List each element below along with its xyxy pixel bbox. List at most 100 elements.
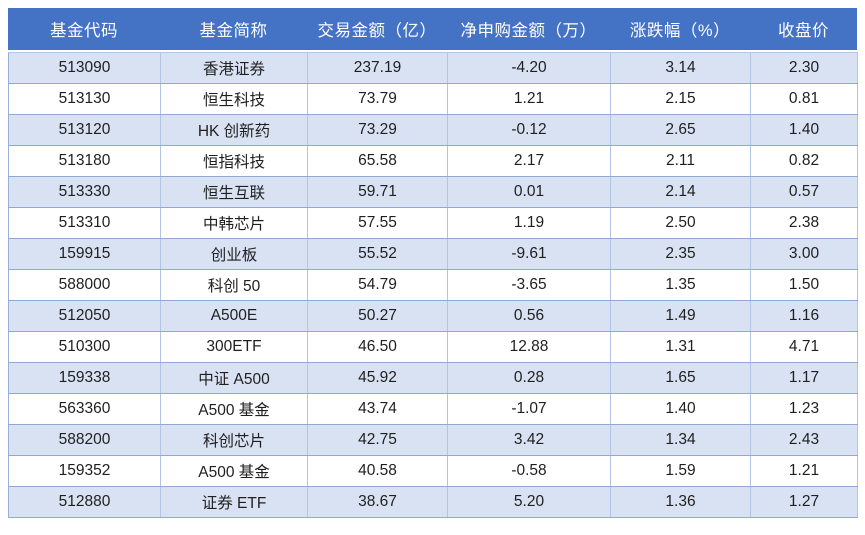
- cell-close-price: 0.57: [750, 176, 858, 208]
- column-header-close-price: 收盘价: [778, 22, 829, 40]
- cell-fund-name: 证券 ETF: [160, 486, 308, 518]
- cell-fund-code: 588200: [8, 424, 161, 456]
- column-header-change-percent: 涨跌幅（%）: [629, 22, 731, 40]
- cell-fund-code: 513310: [8, 207, 161, 239]
- table-row: 159338 中证 A500 45.92 0.28 1.65 1.17: [8, 362, 858, 394]
- cell-change-percent: 1.35: [610, 269, 751, 301]
- table-row: 159352 A500 基金 40.58 -0.58 1.59 1.21: [8, 455, 858, 487]
- cell-net-subscription: 2.17: [447, 145, 611, 177]
- cell-trade-amount: 43.74: [307, 393, 448, 425]
- cell-fund-code: 513180: [8, 145, 161, 177]
- table-row: 512880 证券 ETF 38.67 5.20 1.36 1.27: [8, 486, 858, 518]
- cell-net-subscription: 5.20: [447, 486, 611, 518]
- table-row: 588000 科创 50 54.79 -3.65 1.35 1.50: [8, 269, 858, 301]
- cell-change-percent: 1.31: [610, 331, 751, 363]
- table-row: 513180 恒指科技 65.58 2.17 2.11 0.82: [8, 145, 858, 177]
- cell-close-price: 2.30: [750, 52, 858, 84]
- cell-fund-code: 513130: [8, 83, 161, 115]
- column-header-fund-code: 基金代码: [50, 22, 118, 40]
- column-header-net-subscription: 净申购金额（万）: [460, 22, 597, 40]
- cell-net-subscription: -1.07: [447, 393, 611, 425]
- cell-fund-code: 513120: [8, 114, 161, 146]
- fund-table: 基金代码 基金简称 交易金额（亿） 净申购金额（万） 涨跌幅（%） 收盘价 51…: [8, 8, 858, 518]
- cell-net-subscription: 1.19: [447, 207, 611, 239]
- cell-fund-code: 513330: [8, 176, 161, 208]
- cell-close-price: 1.16: [750, 300, 858, 332]
- fund-table-body: 513090 香港证券 237.19 -4.20 3.14 2.30 513130 恒生科技 7…: [8, 52, 858, 518]
- cell-change-percent: 1.36: [610, 486, 751, 518]
- cell-close-price: 3.00: [750, 238, 858, 270]
- cell-close-price: 1.27: [750, 486, 858, 518]
- cell-fund-name: A500 基金: [160, 393, 308, 425]
- cell-net-subscription: -0.12: [447, 114, 611, 146]
- cell-trade-amount: 57.55: [307, 207, 448, 239]
- column-header-trade-amount: 交易金额（亿）: [317, 22, 437, 40]
- table-row: 513330 恒生互联 59.71 0.01 2.14 0.57: [8, 176, 858, 208]
- cell-fund-code: 159352: [8, 455, 161, 487]
- cell-fund-name: 中证 A500: [160, 362, 308, 394]
- cell-trade-amount: 54.79: [307, 269, 448, 301]
- cell-fund-code: 588000: [8, 269, 161, 301]
- table-row: 510300 300ETF 46.50 12.88 1.31 4.71: [8, 331, 858, 363]
- cell-trade-amount: 237.19: [307, 52, 448, 84]
- cell-change-percent: 2.11: [610, 145, 751, 177]
- cell-net-subscription: 0.01: [447, 176, 611, 208]
- cell-fund-name: A500E: [160, 300, 308, 332]
- cell-trade-amount: 55.52: [307, 238, 448, 270]
- table-row: 159915 创业板 55.52 -9.61 2.35 3.00: [8, 238, 858, 270]
- cell-close-price: 1.17: [750, 362, 858, 394]
- cell-fund-name: 香港证券: [160, 52, 308, 84]
- cell-trade-amount: 45.92: [307, 362, 448, 394]
- cell-fund-code: 159338: [8, 362, 161, 394]
- table-row: 513130 恒生科技 73.79 1.21 2.15 0.81: [8, 83, 858, 115]
- cell-net-subscription: -0.58: [447, 455, 611, 487]
- cell-net-subscription: 1.21: [447, 83, 611, 115]
- cell-close-price: 0.81: [750, 83, 858, 115]
- cell-close-price: 1.40: [750, 114, 858, 146]
- cell-fund-code: 563360: [8, 393, 161, 425]
- cell-close-price: 2.38: [750, 207, 858, 239]
- cell-fund-code: 512880: [8, 486, 161, 518]
- cell-trade-amount: 65.58: [307, 145, 448, 177]
- cell-close-price: 2.43: [750, 424, 858, 456]
- cell-net-subscription: -9.61: [447, 238, 611, 270]
- cell-close-price: 1.21: [750, 455, 858, 487]
- cell-net-subscription: -4.20: [447, 52, 611, 84]
- table-row: 563360 A500 基金 43.74 -1.07 1.40 1.23: [8, 393, 858, 425]
- cell-trade-amount: 40.58: [307, 455, 448, 487]
- cell-fund-name: 科创 50: [160, 269, 308, 301]
- cell-change-percent: 3.14: [610, 52, 751, 84]
- cell-trade-amount: 46.50: [307, 331, 448, 363]
- cell-trade-amount: 73.29: [307, 114, 448, 146]
- cell-fund-code: 159915: [8, 238, 161, 270]
- cell-fund-name: A500 基金: [160, 455, 308, 487]
- cell-change-percent: 2.65: [610, 114, 751, 146]
- cell-trade-amount: 73.79: [307, 83, 448, 115]
- cell-close-price: 1.50: [750, 269, 858, 301]
- cell-fund-code: 513090: [8, 52, 161, 84]
- cell-change-percent: 1.59: [610, 455, 751, 487]
- cell-net-subscription: 12.88: [447, 331, 611, 363]
- cell-trade-amount: 50.27: [307, 300, 448, 332]
- cell-net-subscription: 0.28: [447, 362, 611, 394]
- cell-change-percent: 2.14: [610, 176, 751, 208]
- cell-fund-name: HK 创新药: [160, 114, 308, 146]
- cell-net-subscription: -3.65: [447, 269, 611, 301]
- table-row: 588200 科创芯片 42.75 3.42 1.34 2.43: [8, 424, 858, 456]
- cell-trade-amount: 38.67: [307, 486, 448, 518]
- cell-fund-name: 300ETF: [160, 331, 308, 363]
- table-row: 512050 A500E 50.27 0.56 1.49 1.16: [8, 300, 858, 332]
- cell-net-subscription: 3.42: [447, 424, 611, 456]
- cell-change-percent: 1.34: [610, 424, 751, 456]
- cell-trade-amount: 59.71: [307, 176, 448, 208]
- cell-close-price: 4.71: [750, 331, 858, 363]
- table-row: 513090 香港证券 237.19 -4.20 3.14 2.30: [8, 52, 858, 84]
- cell-close-price: 0.82: [750, 145, 858, 177]
- table-row: 513310 中韩芯片 57.55 1.19 2.50 2.38: [8, 207, 858, 239]
- cell-fund-name: 中韩芯片: [160, 207, 308, 239]
- cell-change-percent: 2.35: [610, 238, 751, 270]
- column-header-fund-name: 基金简称: [199, 22, 268, 40]
- cell-change-percent: 2.50: [610, 207, 751, 239]
- cell-net-subscription: 0.56: [447, 300, 611, 332]
- cell-change-percent: 1.40: [610, 393, 751, 425]
